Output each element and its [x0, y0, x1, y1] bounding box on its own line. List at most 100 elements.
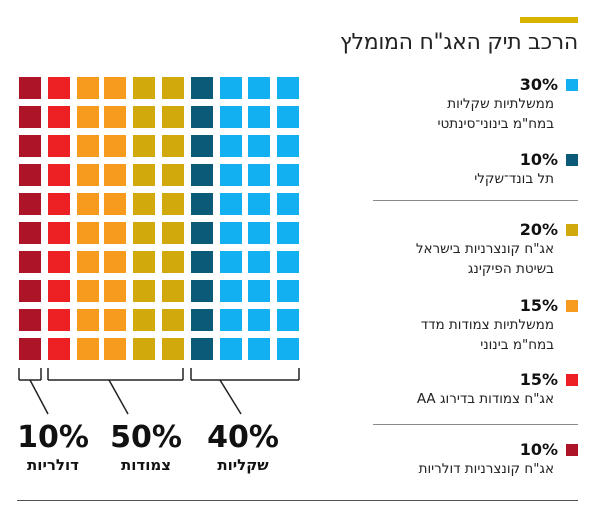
waffle-cell — [133, 280, 155, 302]
waffle-cell — [77, 193, 99, 215]
waffle-cell — [220, 222, 242, 244]
waffle-cell — [48, 251, 70, 273]
waffle-cell — [77, 77, 99, 99]
waffle-cell — [277, 193, 299, 215]
waffle-cell — [220, 106, 242, 128]
waffle-cell — [104, 106, 126, 128]
waffle-cell — [104, 251, 126, 273]
waffle-cell — [191, 222, 213, 244]
legend-item: 10% תל בונד־שקלי — [474, 150, 578, 189]
waffle-cell — [220, 251, 242, 273]
legend-percent: 30% — [519, 75, 558, 94]
group-label-dollar: דולריות — [27, 456, 79, 474]
waffle-cell — [191, 164, 213, 186]
waffle-cell — [277, 77, 299, 99]
waffle-cell — [277, 280, 299, 302]
waffle-cell — [104, 135, 126, 157]
legend-item: 15% ממשלתיות צמודות מדד במח"מ בינוני — [421, 296, 578, 355]
waffle-cell — [77, 280, 99, 302]
waffle-cell — [162, 135, 184, 157]
waffle-cell — [48, 338, 70, 360]
legend-percent: 20% — [519, 220, 558, 239]
waffle-cell — [191, 106, 213, 128]
group-bracket-dollar-pointer — [29, 379, 49, 415]
waffle-cell — [191, 135, 213, 157]
legend-percent: 15% — [519, 296, 558, 315]
waffle-cell — [48, 280, 70, 302]
waffle-cell — [19, 280, 41, 302]
waffle-cell — [220, 193, 242, 215]
waffle-cell — [248, 164, 270, 186]
waffle-cell — [77, 222, 99, 244]
legend-description: אג"ח צמודות בדירוג AA — [416, 391, 554, 407]
waffle-cell — [162, 309, 184, 331]
group-value-shekel: 40% — [207, 420, 279, 455]
legend-item: 30% ממשלתיות שקליות במח"מ בינוני־סינתטי — [438, 75, 578, 134]
waffle-cell — [48, 164, 70, 186]
waffle-cell — [277, 164, 299, 186]
waffle-cell — [162, 164, 184, 186]
legend-percent: 10% — [519, 440, 558, 459]
waffle-cell — [104, 280, 126, 302]
waffle-cell — [133, 338, 155, 360]
waffle-cell — [77, 106, 99, 128]
waffle-cell — [48, 309, 70, 331]
waffle-cell — [133, 77, 155, 99]
group-label-shekel: שקליות — [217, 456, 269, 474]
group-bracket-cpi-pointer — [108, 379, 129, 415]
waffle-cell — [220, 338, 242, 360]
waffle-cell — [220, 164, 242, 186]
group-bracket-shekel-pointer — [219, 379, 242, 415]
waffle-cell — [77, 164, 99, 186]
legend-description: אג"ח קונצרניות דולריות — [418, 461, 554, 477]
waffle-cell — [248, 251, 270, 273]
waffle-cell — [191, 309, 213, 331]
waffle-cell — [133, 309, 155, 331]
waffle-cell — [19, 164, 41, 186]
legend-item: 10% אג"ח קונצרניות דולריות — [419, 440, 578, 479]
group-value-cpi: 50% — [110, 420, 182, 455]
legend-description: במח"מ בינוני — [480, 337, 554, 353]
legend-percent: 15% — [519, 370, 558, 389]
waffle-cell — [48, 106, 70, 128]
waffle-cell — [19, 193, 41, 215]
waffle-cell — [77, 338, 99, 360]
waffle-cell — [220, 280, 242, 302]
legend-description: תל בונד־שקלי — [474, 171, 554, 187]
waffle-cell — [248, 135, 270, 157]
waffle-cell — [77, 251, 99, 273]
waffle-cell — [162, 106, 184, 128]
waffle-cell — [191, 338, 213, 360]
waffle-cell — [277, 135, 299, 157]
waffle-cell — [162, 251, 184, 273]
waffle-cell — [48, 193, 70, 215]
waffle-cell — [162, 222, 184, 244]
waffle-cell — [19, 77, 41, 99]
waffle-cell — [162, 77, 184, 99]
legend-description: ממשלתיות שקליות — [447, 96, 554, 112]
waffle-cell — [277, 251, 299, 273]
waffle-cell — [162, 193, 184, 215]
waffle-cell — [191, 251, 213, 273]
waffle-cell — [104, 309, 126, 331]
waffle-cell — [248, 309, 270, 331]
waffle-cell — [277, 309, 299, 331]
legend-swatch — [566, 373, 578, 386]
waffle-cell — [77, 309, 99, 331]
waffle-cell — [133, 106, 155, 128]
waffle-cell — [248, 106, 270, 128]
waffle-cell — [104, 222, 126, 244]
legend-swatch — [566, 153, 578, 166]
legend-description: בשיטת הפיקינג — [467, 261, 554, 277]
waffle-cell — [19, 106, 41, 128]
waffle-cell — [248, 77, 270, 99]
waffle-cell — [19, 135, 41, 157]
legend-swatch — [566, 223, 578, 236]
waffle-cell — [48, 77, 70, 99]
waffle-cell — [133, 164, 155, 186]
waffle-cell — [277, 338, 299, 360]
group-value-dollar: 10% — [17, 420, 89, 455]
chart-title: הרכב תיק האג"ח המומלץ — [339, 30, 578, 55]
waffle-cell — [77, 135, 99, 157]
